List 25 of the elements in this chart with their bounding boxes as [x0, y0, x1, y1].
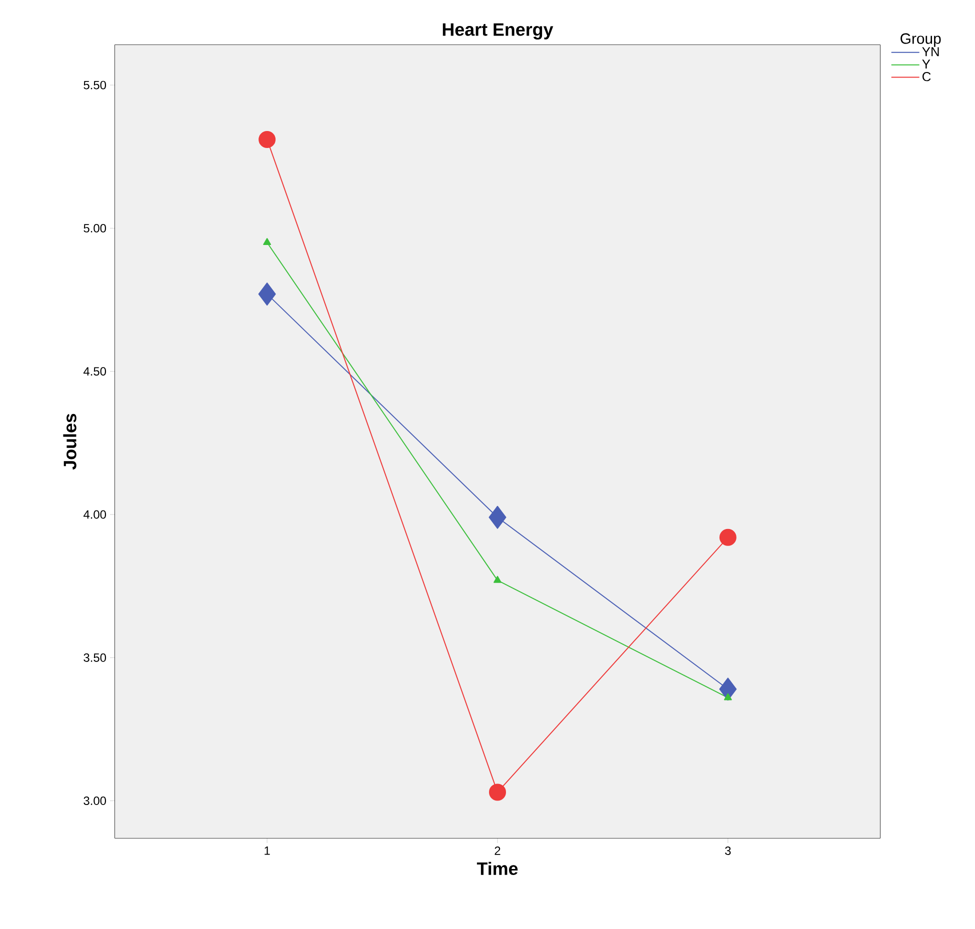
point	[719, 528, 736, 546]
y-tick-label: 3.50	[84, 653, 106, 662]
y-tick-label: 3.00	[84, 796, 106, 806]
point	[719, 678, 737, 701]
chart-title: Heart Energy	[442, 23, 554, 40]
point	[724, 693, 732, 700]
point	[258, 130, 276, 148]
legend-label: C	[922, 72, 931, 82]
x-tick-label: 2	[494, 846, 500, 855]
x-tick-label: 3	[725, 846, 731, 855]
y-tick-label: 4.00	[83, 510, 106, 519]
y-tick-label: 5.00	[84, 224, 106, 232]
y-tick-label: 4.50	[83, 367, 106, 376]
point	[488, 506, 506, 529]
y-tick-label: 5.50	[84, 80, 106, 90]
legend-label: Y	[922, 60, 930, 69]
point	[494, 576, 502, 583]
legend-label: YN	[922, 47, 939, 56]
x-tick-label: 1	[264, 846, 270, 855]
legend-title: Group	[900, 33, 941, 47]
point	[263, 238, 272, 246]
point	[489, 784, 506, 801]
y-axis-title: Joules	[63, 414, 76, 470]
x-axis-title: Time	[476, 862, 518, 875]
point	[258, 282, 276, 306]
